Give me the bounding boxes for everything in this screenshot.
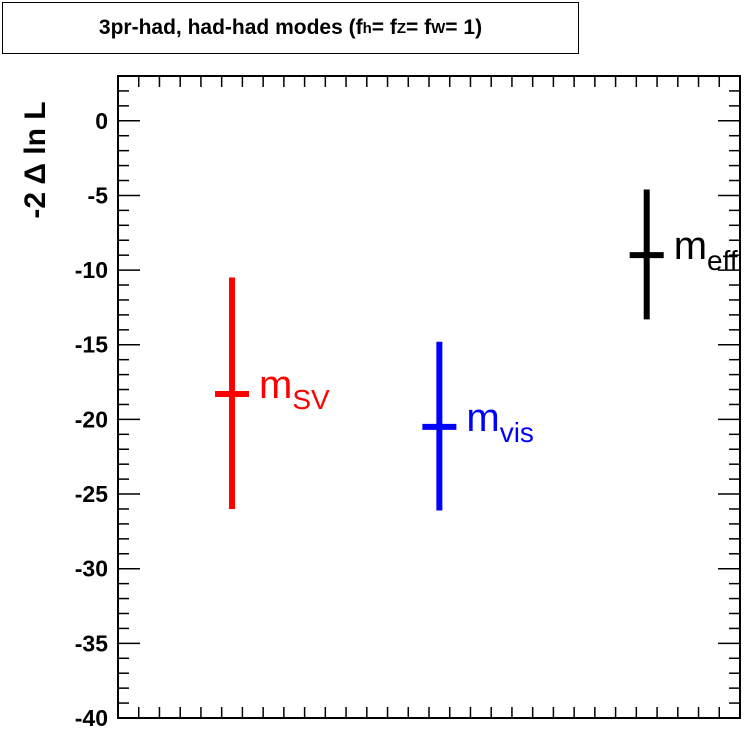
series-label: mvis (466, 396, 534, 448)
series-point-SV: mSV (215, 277, 330, 509)
plot-frame (117, 75, 741, 719)
y-tick-label: -35 (75, 630, 108, 656)
series-point-vis: mvis (422, 341, 534, 511)
y-tick-label: -15 (75, 332, 108, 358)
series-layer: mSV mvis meff (215, 189, 738, 511)
series-label: meff (674, 224, 738, 276)
y-tick-label: -40 (75, 705, 108, 731)
y-tick-label: 0 (95, 108, 108, 134)
series-point-eff: meff (629, 189, 738, 320)
y-tick-label: -5 (88, 182, 109, 208)
y-tick-label: -20 (75, 406, 108, 432)
series-label: mSV (259, 363, 330, 415)
minor-ticks (118, 75, 740, 704)
major-ticks (118, 120, 740, 719)
x-axis-ticks (137, 76, 721, 718)
y-tick-label: -10 (75, 257, 108, 283)
y-tick-label: -25 (75, 481, 108, 507)
y-axis-label: -2 Δ ln L (19, 101, 52, 218)
y-tick-labels: 0 -5 -10 -15 -20 -25 -30 -35 -40 (75, 108, 108, 731)
y-tick-label: -30 (75, 556, 108, 582)
